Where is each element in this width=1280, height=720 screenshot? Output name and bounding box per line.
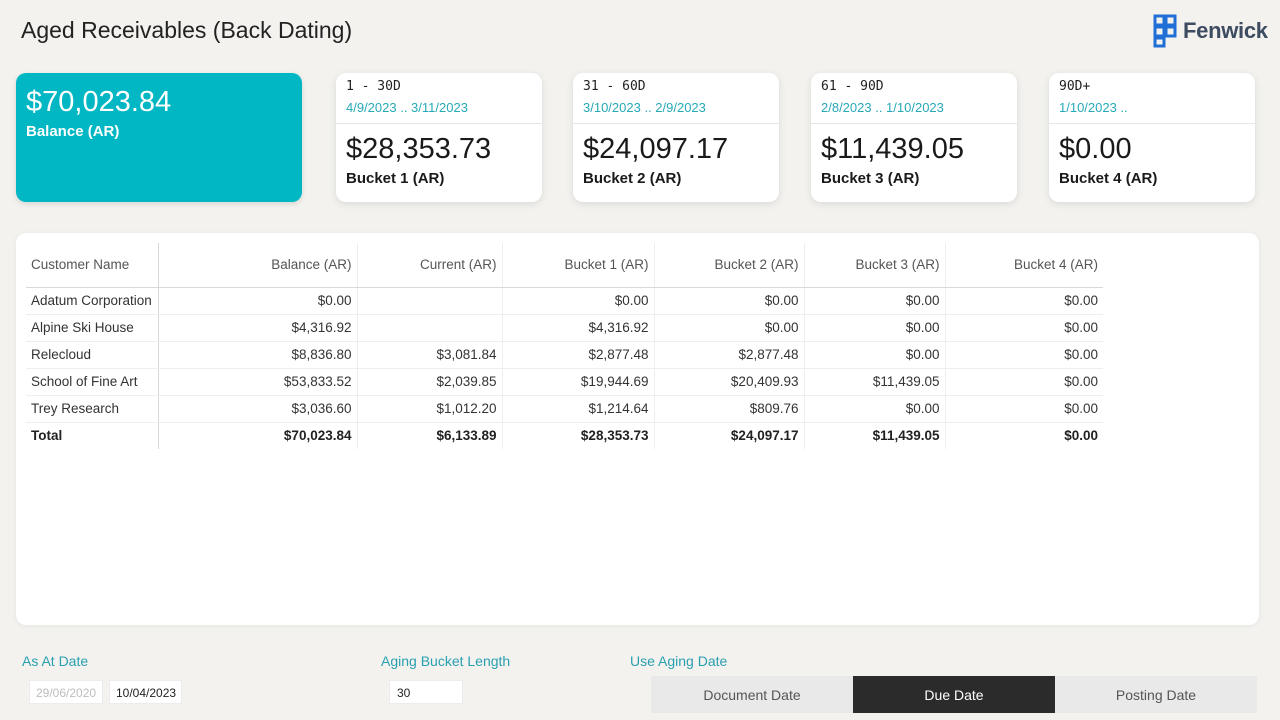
aging-date-option-posting-date[interactable]: Posting Date — [1055, 676, 1257, 713]
table-row[interactable]: Trey Research $3,036.60 $1,012.20 $1,214… — [26, 395, 1103, 423]
cell-bucket-1: $2,877.48 — [502, 341, 655, 369]
cell-customer-name: Relecloud — [26, 341, 159, 369]
cell-balance: $4,316.92 — [158, 314, 358, 342]
table-row[interactable]: School of Fine Art $53,833.52 $2,039.85 … — [26, 368, 1103, 396]
table-row[interactable]: Alpine Ski House $4,316.92 $4,316.92 $0.… — [26, 314, 1103, 342]
bucket-range: 61 - 90D — [821, 79, 884, 94]
bucket-label: Bucket 1 (AR) — [346, 169, 445, 187]
cell-bucket-2: $2,877.48 — [654, 341, 805, 369]
brand-name: Fenwick — [1183, 18, 1268, 43]
cell-balance: $0.00 — [158, 287, 358, 315]
bucket-range: 31 - 60D — [583, 79, 646, 94]
bucket-dates: 1/10/2023 .. — [1059, 100, 1128, 115]
bucket-amount: $28,353.73 — [346, 133, 492, 165]
bucket-dates: 2/8/2023 .. 1/10/2023 — [821, 100, 944, 115]
bucket-range: 90D+ — [1059, 79, 1091, 94]
cell-balance: $53,833.52 — [158, 368, 358, 396]
cell-balance: $8,836.80 — [158, 341, 358, 369]
cell-total-bucket-1: $28,353.73 — [502, 422, 655, 449]
as-at-date-to-input[interactable]: 10/04/2023 — [109, 680, 182, 704]
aging-date-option-due-date[interactable]: Due Date — [853, 676, 1055, 713]
cell-customer-name: School of Fine Art — [26, 368, 159, 396]
cell-total-bucket-3: $11,439.05 — [804, 422, 946, 449]
aging-bucket-length-input[interactable]: 30 — [389, 680, 463, 704]
cell-bucket-3: $0.00 — [804, 287, 946, 315]
cell-balance: $3,036.60 — [158, 395, 358, 423]
table-row[interactable]: Adatum Corporation $0.00 $0.00 $0.00 $0.… — [26, 287, 1103, 315]
bucket-card-3: 61 - 90D 2/8/2023 .. 1/10/2023 $11,439.0… — [811, 73, 1017, 202]
cell-customer-name: Trey Research — [26, 395, 159, 423]
cell-bucket-1: $19,944.69 — [502, 368, 655, 396]
table-row[interactable]: Relecloud $8,836.80 $3,081.84 $2,877.48 … — [26, 341, 1103, 369]
bucket-dates: 3/10/2023 .. 2/9/2023 — [583, 100, 706, 115]
cell-bucket-4: $0.00 — [945, 368, 1103, 396]
cell-bucket-4: $0.00 — [945, 395, 1103, 423]
bucket-card-1: 1 - 30D 4/9/2023 .. 3/11/2023 $28,353.73… — [336, 73, 542, 202]
cell-total-bucket-4: $0.00 — [1064, 428, 1098, 444]
cell-bucket-1: $0.00 — [502, 287, 655, 315]
cell-current: $2,039.85 — [357, 368, 503, 396]
column-header-customer-name[interactable]: Customer Name — [26, 243, 159, 288]
bucket-label: Bucket 2 (AR) — [583, 169, 682, 187]
cell-current: $3,081.84 — [357, 341, 503, 369]
cell-total-current: $6,133.89 — [357, 422, 503, 449]
aged-receivables-table: Customer Name Balance (AR) Current (AR) … — [26, 243, 1103, 449]
cell-bucket-3: $0.00 — [804, 314, 946, 342]
bucket-dates: 4/9/2023 .. 3/11/2023 — [346, 100, 468, 115]
bucket-label: Bucket 3 (AR) — [821, 169, 920, 187]
bucket-card-4: 90D+ 1/10/2023 .. $0.00 Bucket 4 (AR) — [1049, 73, 1255, 202]
cell-bucket-1: $4,316.92 — [502, 314, 655, 342]
bucket-amount: $11,439.05 — [821, 133, 964, 165]
cell-current: $1,012.20 — [357, 395, 503, 423]
cell-bucket-3: $0.00 — [804, 341, 946, 369]
bucket-label: Bucket 4 (AR) — [1059, 169, 1158, 187]
cell-bucket-3: $0.00 — [804, 395, 946, 423]
cell-bucket-2: $809.76 — [654, 395, 805, 423]
column-header-balance[interactable]: Balance (AR) — [158, 243, 358, 288]
aging-date-option-document-date[interactable]: Document Date — [651, 676, 853, 713]
cell-bucket-2: $20,409.93 — [654, 368, 805, 396]
bucket-amount: $24,097.17 — [583, 133, 729, 165]
balance-value: $70,023.84 — [26, 86, 172, 118]
cell-total-balance: $70,023.84 — [158, 422, 358, 449]
table-total-row: Total $70,023.84 $6,133.89 $28,353.73 $2… — [26, 422, 1103, 449]
cell-customer-name: Adatum Corporation — [26, 287, 159, 315]
cell-bucket-3: $11,439.05 — [804, 368, 946, 396]
column-header-current[interactable]: Current (AR) — [357, 243, 503, 288]
as-at-date-from-input[interactable]: 29/06/2020 — [29, 680, 103, 704]
cell-current — [357, 314, 503, 342]
cell-current — [357, 287, 503, 315]
cell-total-bucket-2: $24,097.17 — [654, 422, 805, 449]
bucket-range: 1 - 30D — [346, 79, 401, 94]
column-header-bucket-4[interactable]: Bucket 4 (AR) — [945, 243, 1103, 288]
use-aging-date-title: Use Aging Date — [630, 653, 728, 669]
brand-logo: Fenwick — [1153, 14, 1268, 48]
cell-customer-name: Alpine Ski House — [26, 314, 159, 342]
cell-bucket-2: $0.00 — [654, 314, 805, 342]
cell-bucket-4: $0.00 — [945, 314, 1103, 342]
cell-bucket-4: $0.00 — [945, 341, 1103, 369]
as-at-date-title: As At Date — [22, 653, 89, 669]
aged-receivables-table-panel: Customer Name Balance (AR) Current (AR) … — [16, 233, 1259, 625]
column-header-bucket-2[interactable]: Bucket 2 (AR) — [654, 243, 805, 288]
cell-bucket-4: $0.00 — [945, 287, 1103, 315]
cell-bucket-1: $1,214.64 — [502, 395, 655, 423]
balance-card: $70,023.84 Balance (AR) — [16, 73, 302, 202]
cell-total-label: Total — [26, 422, 159, 449]
bucket-amount: $0.00 — [1059, 133, 1132, 165]
page-title: Aged Receivables (Back Dating) — [21, 17, 353, 43]
balance-label: Balance (AR) — [26, 122, 120, 140]
column-header-bucket-1[interactable]: Bucket 1 (AR) — [502, 243, 655, 288]
fenwick-logo-icon — [1153, 14, 1177, 48]
table-header-row: Customer Name Balance (AR) Current (AR) … — [26, 243, 1103, 288]
column-header-bucket-3[interactable]: Bucket 3 (AR) — [804, 243, 946, 288]
aging-bucket-length-title: Aging Bucket Length — [381, 653, 511, 669]
bucket-card-2: 31 - 60D 3/10/2023 .. 2/9/2023 $24,097.1… — [573, 73, 779, 202]
cell-bucket-2: $0.00 — [654, 287, 805, 315]
